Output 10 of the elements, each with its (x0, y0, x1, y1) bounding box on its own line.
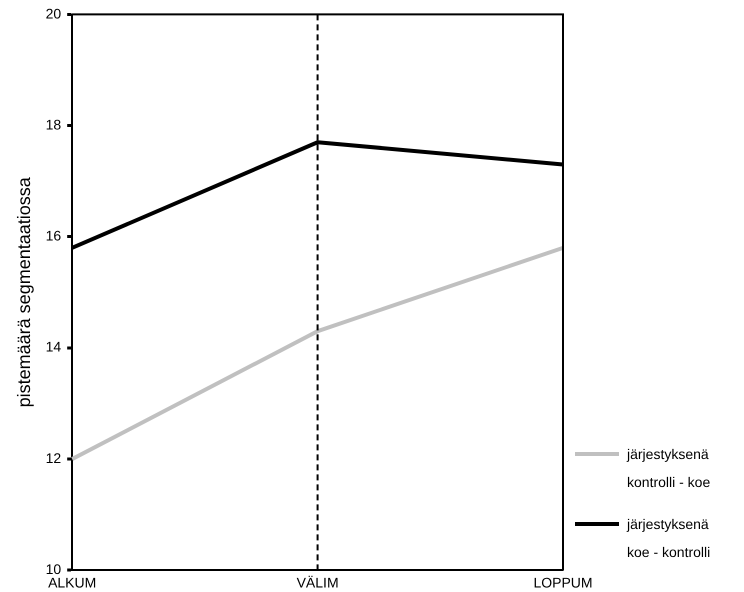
legend-label: järjestyksenä koe - kontrolli (627, 515, 712, 562)
x-tick-label: VÄLIM (296, 574, 339, 590)
y-tick-label: 12 (46, 450, 62, 466)
x-tick-label: LOPPUM (533, 574, 593, 590)
y-tick-label: 14 (46, 338, 62, 355)
y-tick-label: 16 (46, 228, 62, 244)
y-tick-label: 18 (46, 116, 62, 132)
y-tick-label: 20 (46, 5, 62, 22)
legend-label: järjestyksenä kontrolli - koe (627, 445, 712, 492)
y-axis-title: pistemäärä segmentaatiossa (14, 176, 34, 408)
